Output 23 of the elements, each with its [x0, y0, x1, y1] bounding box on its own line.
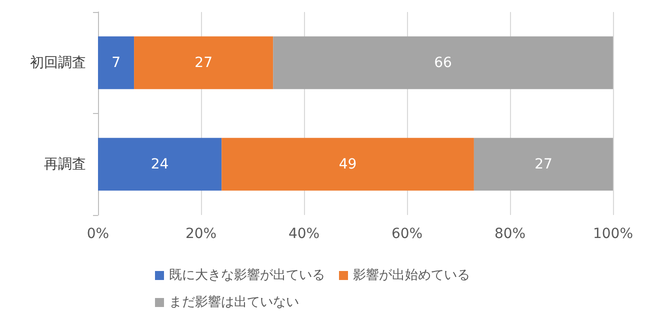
legend-label: まだ影響は出ていない — [169, 295, 299, 310]
data-label: 49 — [338, 156, 357, 172]
data-label: 27 — [194, 54, 212, 71]
bar — [273, 36, 613, 90]
bar — [474, 138, 613, 191]
bar — [98, 36, 134, 90]
bar — [98, 138, 222, 191]
x-tick-label: 40% — [288, 226, 320, 242]
data-label: 7 — [112, 54, 120, 71]
bar — [134, 36, 274, 90]
data-label: 66 — [434, 54, 452, 71]
x-tick-label: 60% — [391, 226, 423, 242]
x-tick-label: 20% — [185, 226, 217, 242]
data-label: 27 — [534, 156, 552, 172]
x-tick-label: 80% — [494, 226, 526, 242]
x-tick-label: 0% — [86, 226, 110, 242]
y-tick-label: 初回調査 — [30, 54, 86, 71]
data-label: 24 — [150, 156, 169, 172]
legend-label: 影響が出始めている — [353, 268, 470, 283]
x-tick-label: 100% — [592, 226, 634, 242]
y-tick-label: 再調査 — [44, 156, 86, 172]
bar — [222, 138, 474, 191]
legend-label: 既に大きな影響が出ている — [169, 268, 325, 283]
